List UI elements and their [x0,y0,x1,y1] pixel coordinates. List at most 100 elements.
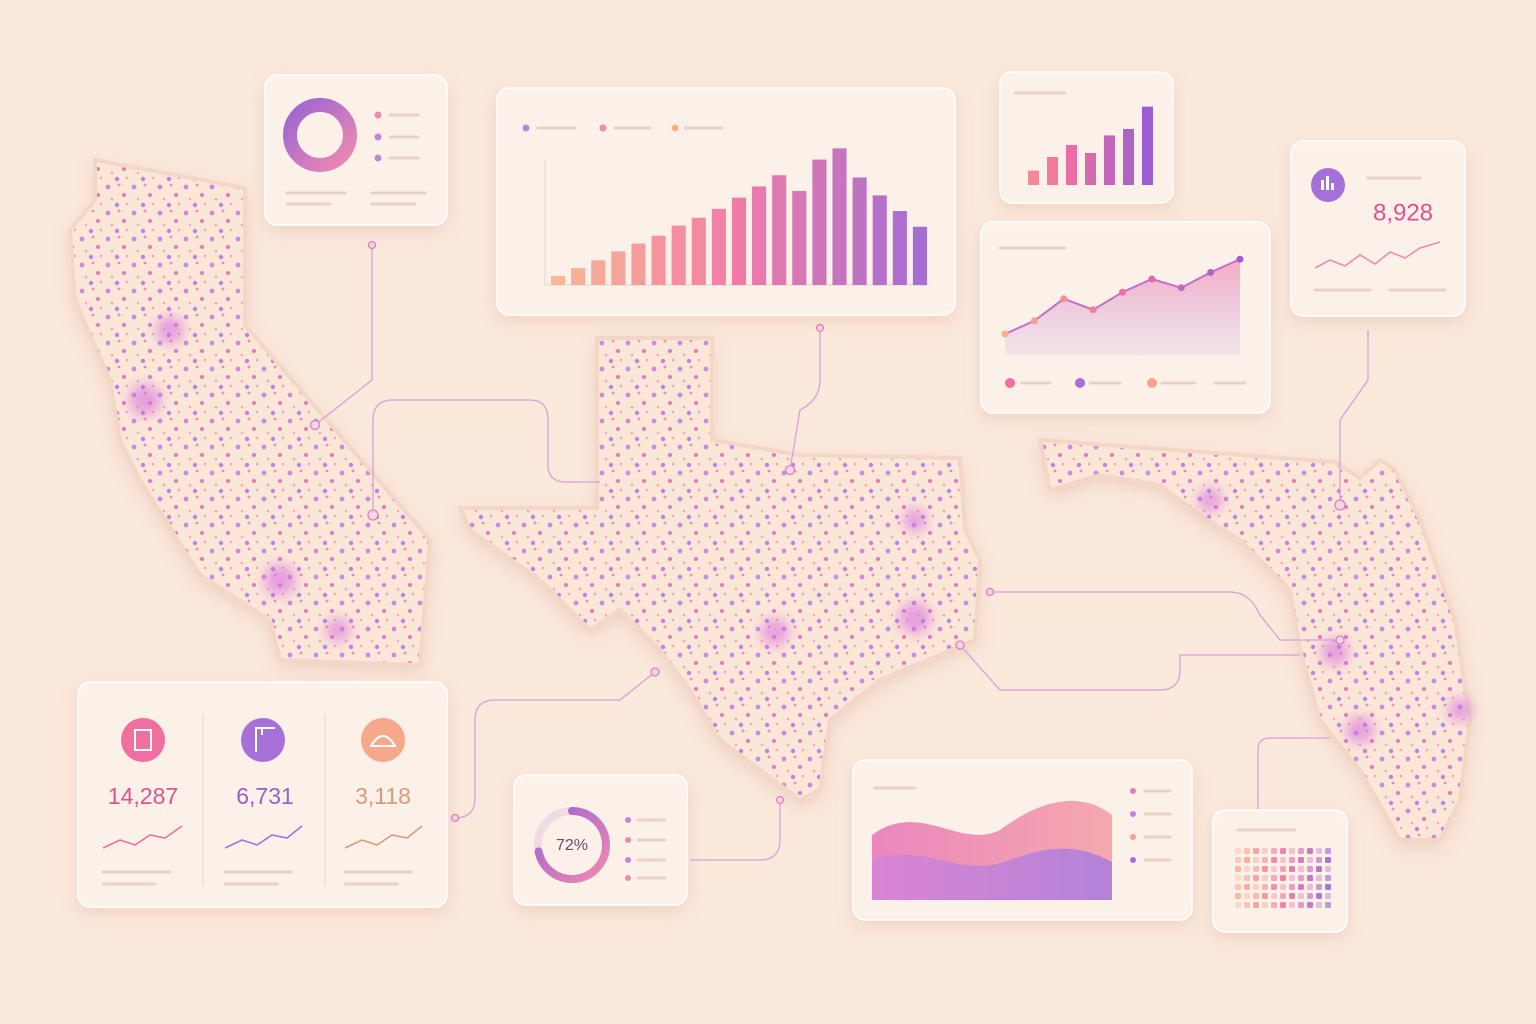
grid-dot [1262,875,1268,881]
grid-dot [1307,884,1313,890]
grid-dot [1298,893,1304,899]
bar [792,190,807,285]
line-point [1148,275,1156,283]
map-texas [456,336,983,803]
line-area [1005,259,1240,355]
grid-dot [1280,902,1286,908]
grid-dot [1316,884,1322,890]
grid-dot [1289,902,1295,908]
bar [571,268,586,285]
grid-dot [1253,884,1259,890]
grid-dot [1289,893,1295,899]
grid-dot [1316,902,1322,908]
line-point [1030,317,1038,325]
grid-dot [1244,857,1250,863]
mini-bar [1028,170,1039,185]
grid-dot [1298,902,1304,908]
grid-dot [1280,893,1286,899]
bar [912,226,927,285]
grid-dot [1316,866,1322,872]
grid-dot [1235,848,1241,854]
bar [772,175,787,285]
grid-dot [1262,902,1268,908]
grid-dot [1280,848,1286,854]
grid-dot [1280,884,1286,890]
grid-dot [1325,857,1331,863]
grid-dot [1298,857,1304,863]
grid-dot [1325,902,1331,908]
highlight-value: 8,928 [1373,199,1433,226]
maps [67,157,1473,842]
bar [691,217,706,285]
grid-dot [1316,875,1322,881]
mini-bar [1104,135,1115,185]
line-point [1236,255,1244,263]
grid-dot [1307,848,1313,854]
map-california [67,157,433,668]
hotspots [129,316,1472,744]
grid-dot [1262,857,1268,863]
donut-label: 72% [556,837,588,854]
line-point [1060,295,1068,303]
bar [551,276,566,285]
grid-dot [1253,857,1259,863]
grid-dot [1244,902,1250,908]
mini-bar [1066,145,1077,185]
line-point [1001,330,1009,338]
grid-dot [1253,866,1259,872]
bar [611,251,626,285]
grid-dot [1253,848,1259,854]
grid-dot [1289,866,1295,872]
grid-dot [1244,848,1250,854]
grid-dot [1325,848,1331,854]
stat-value: 14,287 [108,783,178,809]
grid-dot [1235,884,1241,890]
bar [832,148,847,285]
card-decor [101,91,1447,908]
line-point [1207,268,1215,276]
mini-bar [1142,106,1153,185]
mini-bar [1085,153,1096,185]
grid-dot [1325,866,1331,872]
bar [711,208,726,285]
bar [651,235,666,285]
grid-dot [1325,875,1331,881]
grid-dot [1325,884,1331,890]
grid-dot [1280,857,1286,863]
grid-dot [1235,866,1241,872]
grid-dot [1271,866,1277,872]
connectors [309,240,1369,861]
grid-dot [1271,884,1277,890]
grid-dot [1262,866,1268,872]
donut-arc [534,807,610,883]
grid-dot [1235,893,1241,899]
grid-dot [1253,875,1259,881]
grid-dot [1316,857,1322,863]
grid-dot [1262,893,1268,899]
grid-dot [1271,848,1277,854]
grid-dot [1307,902,1313,908]
line-point [1177,284,1185,292]
grid-dot [1244,884,1250,890]
grid-dot [1262,884,1268,890]
grid-dot [1307,893,1313,899]
bar [631,243,646,285]
bar [671,225,686,285]
grid-dot [1253,902,1259,908]
grid-dot [1271,857,1277,863]
grid-dot [1289,875,1295,881]
grid-dot [1298,848,1304,854]
line-point [1119,288,1126,296]
bar [731,197,747,285]
grid-dot [1298,875,1304,881]
grid-dot [1316,848,1322,854]
grid-dot [1280,866,1286,872]
grid-dot [1298,866,1304,872]
grid-dot [1253,893,1259,899]
bar [872,195,887,285]
grid-dot [1271,875,1277,881]
grid-dot [1244,893,1250,899]
line-point [1089,306,1097,314]
bar [591,260,606,285]
grid-dot [1235,902,1241,908]
